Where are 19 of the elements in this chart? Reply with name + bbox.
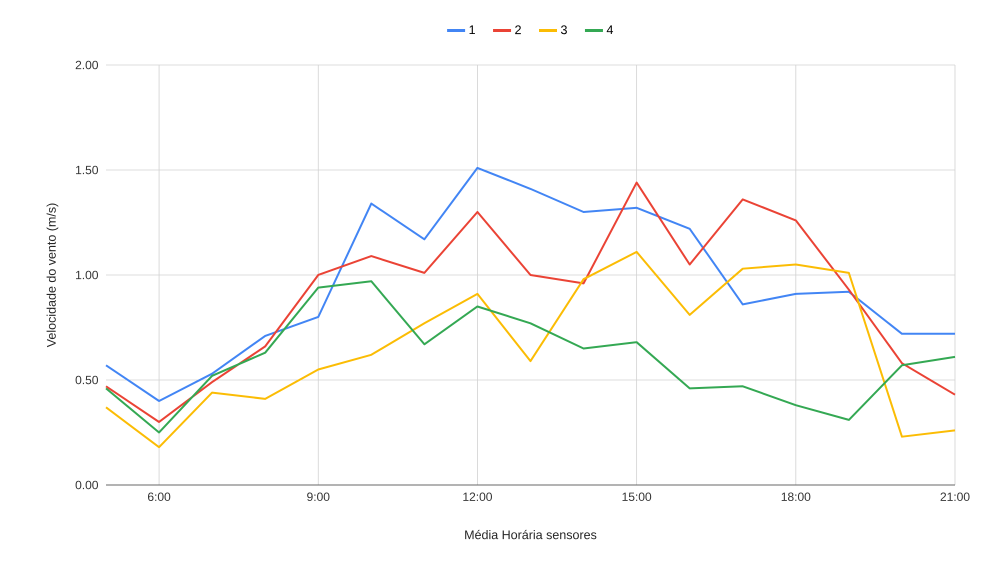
y-tick-label: 2.00 xyxy=(76,60,98,70)
x-tick-label: 15:00 xyxy=(622,492,652,502)
x-tick-label: 18:00 xyxy=(782,492,810,502)
line-series xyxy=(105,280,956,434)
y-tick-label: 0.50 xyxy=(76,376,98,384)
x-tick-label: 9:00 xyxy=(307,492,330,502)
x-axis-title: Média Horária sensores xyxy=(465,530,596,540)
y-axis-title: Velocidade do vento (m/s) xyxy=(46,204,58,348)
legend-label: 2 xyxy=(515,25,521,34)
y-tick-label: 1.50 xyxy=(76,166,98,174)
legend-label: 4 xyxy=(606,25,614,34)
legend-label: 1 xyxy=(470,25,475,34)
x-tick-label: 6:00 xyxy=(148,492,170,502)
y-tick-label: 1.00 xyxy=(76,270,98,280)
legend-label: 3 xyxy=(560,25,567,34)
line-series xyxy=(105,250,956,448)
x-tick-label: 21:00 xyxy=(940,492,970,502)
y-tick-label: 0.00 xyxy=(76,480,98,490)
x-tick-label: 12:00 xyxy=(463,492,492,502)
